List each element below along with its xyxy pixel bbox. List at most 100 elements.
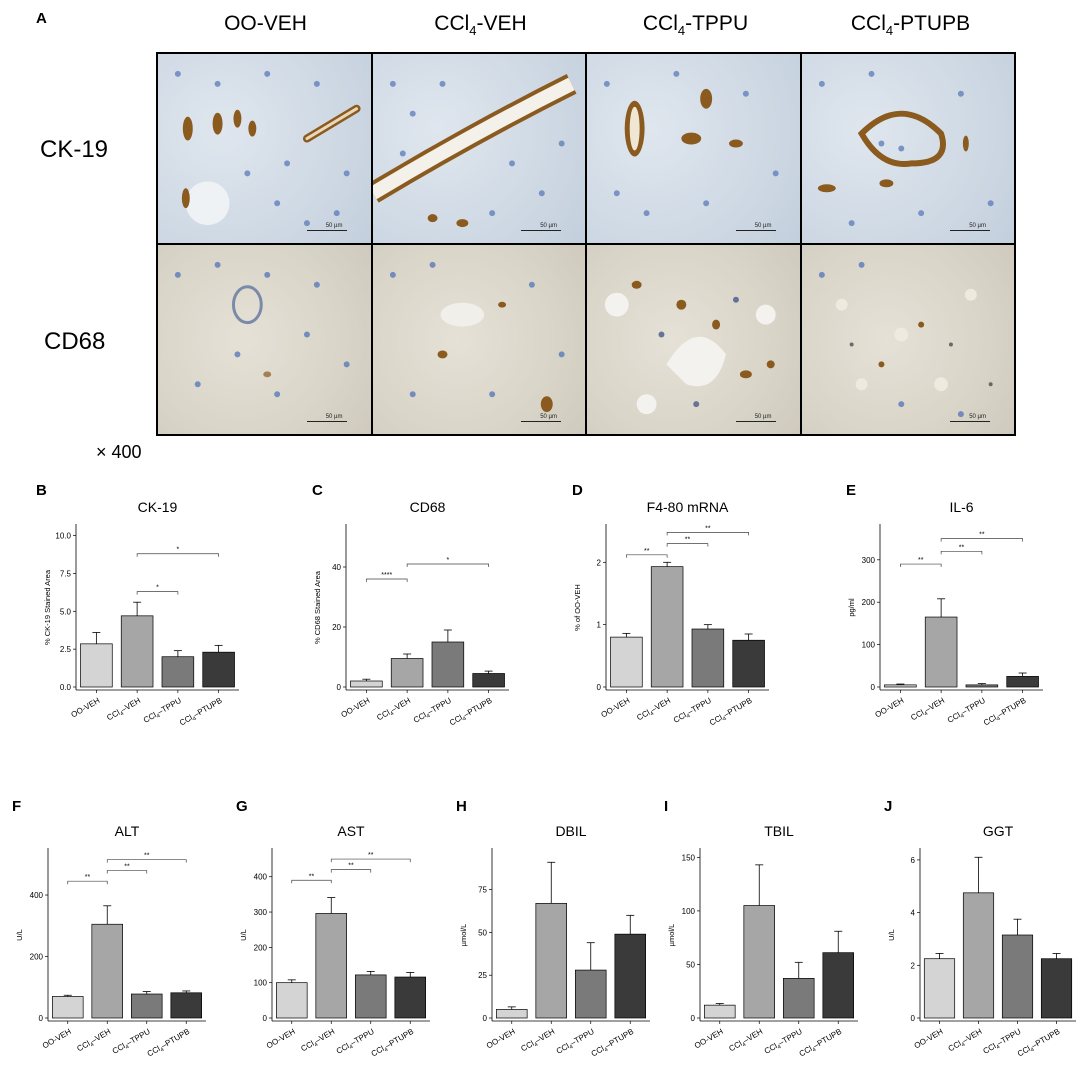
x-tick-label: OO-VEH xyxy=(485,1027,517,1051)
column-title-ccl4-veh: CCl4-VEH xyxy=(434,12,527,39)
x-tick-label: CCl4–TPPU xyxy=(412,696,454,727)
scale-bar xyxy=(521,421,561,422)
chart-title: ALT xyxy=(115,823,140,839)
x-tick-label: CCl4–PTUPB xyxy=(708,696,755,729)
panel-letter-b: B xyxy=(36,482,47,499)
y-axis-label: µmol/L xyxy=(459,924,468,947)
bar-ccl4-tppu xyxy=(574,969,607,1019)
x-tick-label: OO-VEH xyxy=(70,696,102,720)
significance-label: ** xyxy=(705,525,711,532)
panel-letter-a: A xyxy=(36,10,47,27)
significance-label: * xyxy=(177,547,180,554)
y-tick-label: 50 xyxy=(478,928,487,937)
scale-bar-label: 50 µm xyxy=(969,414,986,420)
x-tick-label: CCl4–PTUPB xyxy=(370,1027,417,1060)
column-title-ccl4-ptupb: CCl4-PTUPB xyxy=(850,12,971,39)
scale-bar-label: 50 µm xyxy=(325,414,343,420)
y-axis-label: U/L xyxy=(15,929,24,941)
scale-bar xyxy=(521,230,561,231)
x-tick-label: CCl4–VEH xyxy=(635,696,673,724)
significance-label: ** xyxy=(85,874,91,881)
x-tick-label: CCl4–VEH xyxy=(519,1027,557,1055)
chart-title: CK-19 xyxy=(138,499,178,515)
chart-title: AST xyxy=(337,823,365,839)
chart-title: TBIL xyxy=(764,823,794,839)
y-axis-label: µmol/L xyxy=(667,924,676,947)
significance-label: ** xyxy=(368,852,374,859)
bar-oo-veh xyxy=(51,996,84,1019)
x-tick-label: CCl4–VEH xyxy=(75,1027,113,1055)
panel-letter-e: E xyxy=(846,482,857,499)
bar-ccl4-veh xyxy=(650,566,684,688)
y-tick-label: 0 xyxy=(263,1014,268,1023)
y-tick-label: 0 xyxy=(483,1014,488,1023)
significance-bracket xyxy=(330,869,372,873)
bar-ccl4-tppu xyxy=(161,656,195,688)
x-tick-label: CCl4–PTUPB xyxy=(178,696,225,729)
y-axis-label: % of OO-VEH xyxy=(573,584,582,631)
y-tick-label: 0.0 xyxy=(60,683,72,692)
chart-il-6: IL-6 0 100 200 300 pg/ml OO-VEH CCl4–VEHCCl4–TP… xyxy=(847,499,1043,727)
panel-letter-g: G xyxy=(236,798,248,815)
bar-oo-veh xyxy=(610,636,643,688)
bar-ccl4-veh xyxy=(91,923,124,1019)
bar-ccl4-tppu xyxy=(354,974,387,1019)
significance-label: * xyxy=(447,557,450,564)
bar-ccl4-tppu xyxy=(965,684,999,688)
chart-title: IL-6 xyxy=(949,499,973,515)
y-tick-label: 100 xyxy=(682,907,696,916)
scale-bar-label: 50 µm xyxy=(754,223,772,229)
scale-bar xyxy=(306,230,347,231)
histology-image-ck19-ccl4-ptupb: 50 µm xyxy=(801,54,1014,243)
y-tick-label: 300 xyxy=(862,556,876,565)
x-tick-label: OO-VEH xyxy=(41,1027,73,1051)
y-tick-label: 200 xyxy=(254,943,268,952)
chart-title: F4-80 mRNA xyxy=(647,499,729,515)
x-tick-label: CCl4–TPPU xyxy=(946,696,988,727)
y-tick-label: 400 xyxy=(30,891,44,900)
y-tick-label: 50 xyxy=(686,960,695,969)
y-tick-label: 1 xyxy=(597,621,602,630)
significance-bracket xyxy=(406,563,489,567)
bar-ccl4-ptupb xyxy=(732,639,765,688)
column-title-oo-veh: OO-VEH xyxy=(224,12,307,35)
y-tick-label: 4 xyxy=(911,909,916,918)
bar-oo-veh xyxy=(923,958,956,1019)
y-tick-label: 5.0 xyxy=(60,607,72,616)
y-tick-label: 2.5 xyxy=(60,645,72,654)
y-tick-label: 25 xyxy=(478,971,487,980)
y-tick-label: 0 xyxy=(911,1014,916,1023)
x-tick-label: CCl4–PTUPB xyxy=(798,1027,845,1060)
panel-letter-c: C xyxy=(312,482,323,499)
bar-ccl4-veh xyxy=(120,615,154,688)
significance-label: ** xyxy=(918,557,924,564)
y-tick-label: 10.0 xyxy=(55,532,71,541)
significance-label: ** xyxy=(979,532,985,539)
significance-label: ** xyxy=(309,873,315,880)
y-tick-label: 75 xyxy=(478,886,487,895)
y-tick-label: 200 xyxy=(30,953,44,962)
significance-bracket xyxy=(366,578,408,582)
chart-title: CD68 xyxy=(410,499,446,515)
scale-bar xyxy=(735,421,776,422)
bar-ccl4-veh xyxy=(962,892,995,1019)
bar-ccl4-ptupb xyxy=(170,992,203,1019)
bar-ccl4-veh xyxy=(743,905,776,1019)
y-axis-label: pg/ml xyxy=(847,598,856,617)
magnification-label: × 400 xyxy=(96,442,142,462)
panel-letter-j: J xyxy=(884,798,893,815)
bar-ccl4-tppu xyxy=(691,628,725,688)
significance-label: **** xyxy=(381,572,392,579)
significance-label: ** xyxy=(124,863,130,870)
significance-label: ** xyxy=(348,863,354,870)
significance-bracket xyxy=(626,554,668,558)
scale-bar xyxy=(950,421,990,422)
scale-bar xyxy=(306,421,347,422)
significance-label: ** xyxy=(644,548,650,555)
scale-bar xyxy=(950,230,990,231)
bar-oo-veh xyxy=(495,1009,528,1019)
y-axis-label: U/L xyxy=(239,929,248,941)
x-tick-label: CCl4–PTUPB xyxy=(448,696,495,729)
